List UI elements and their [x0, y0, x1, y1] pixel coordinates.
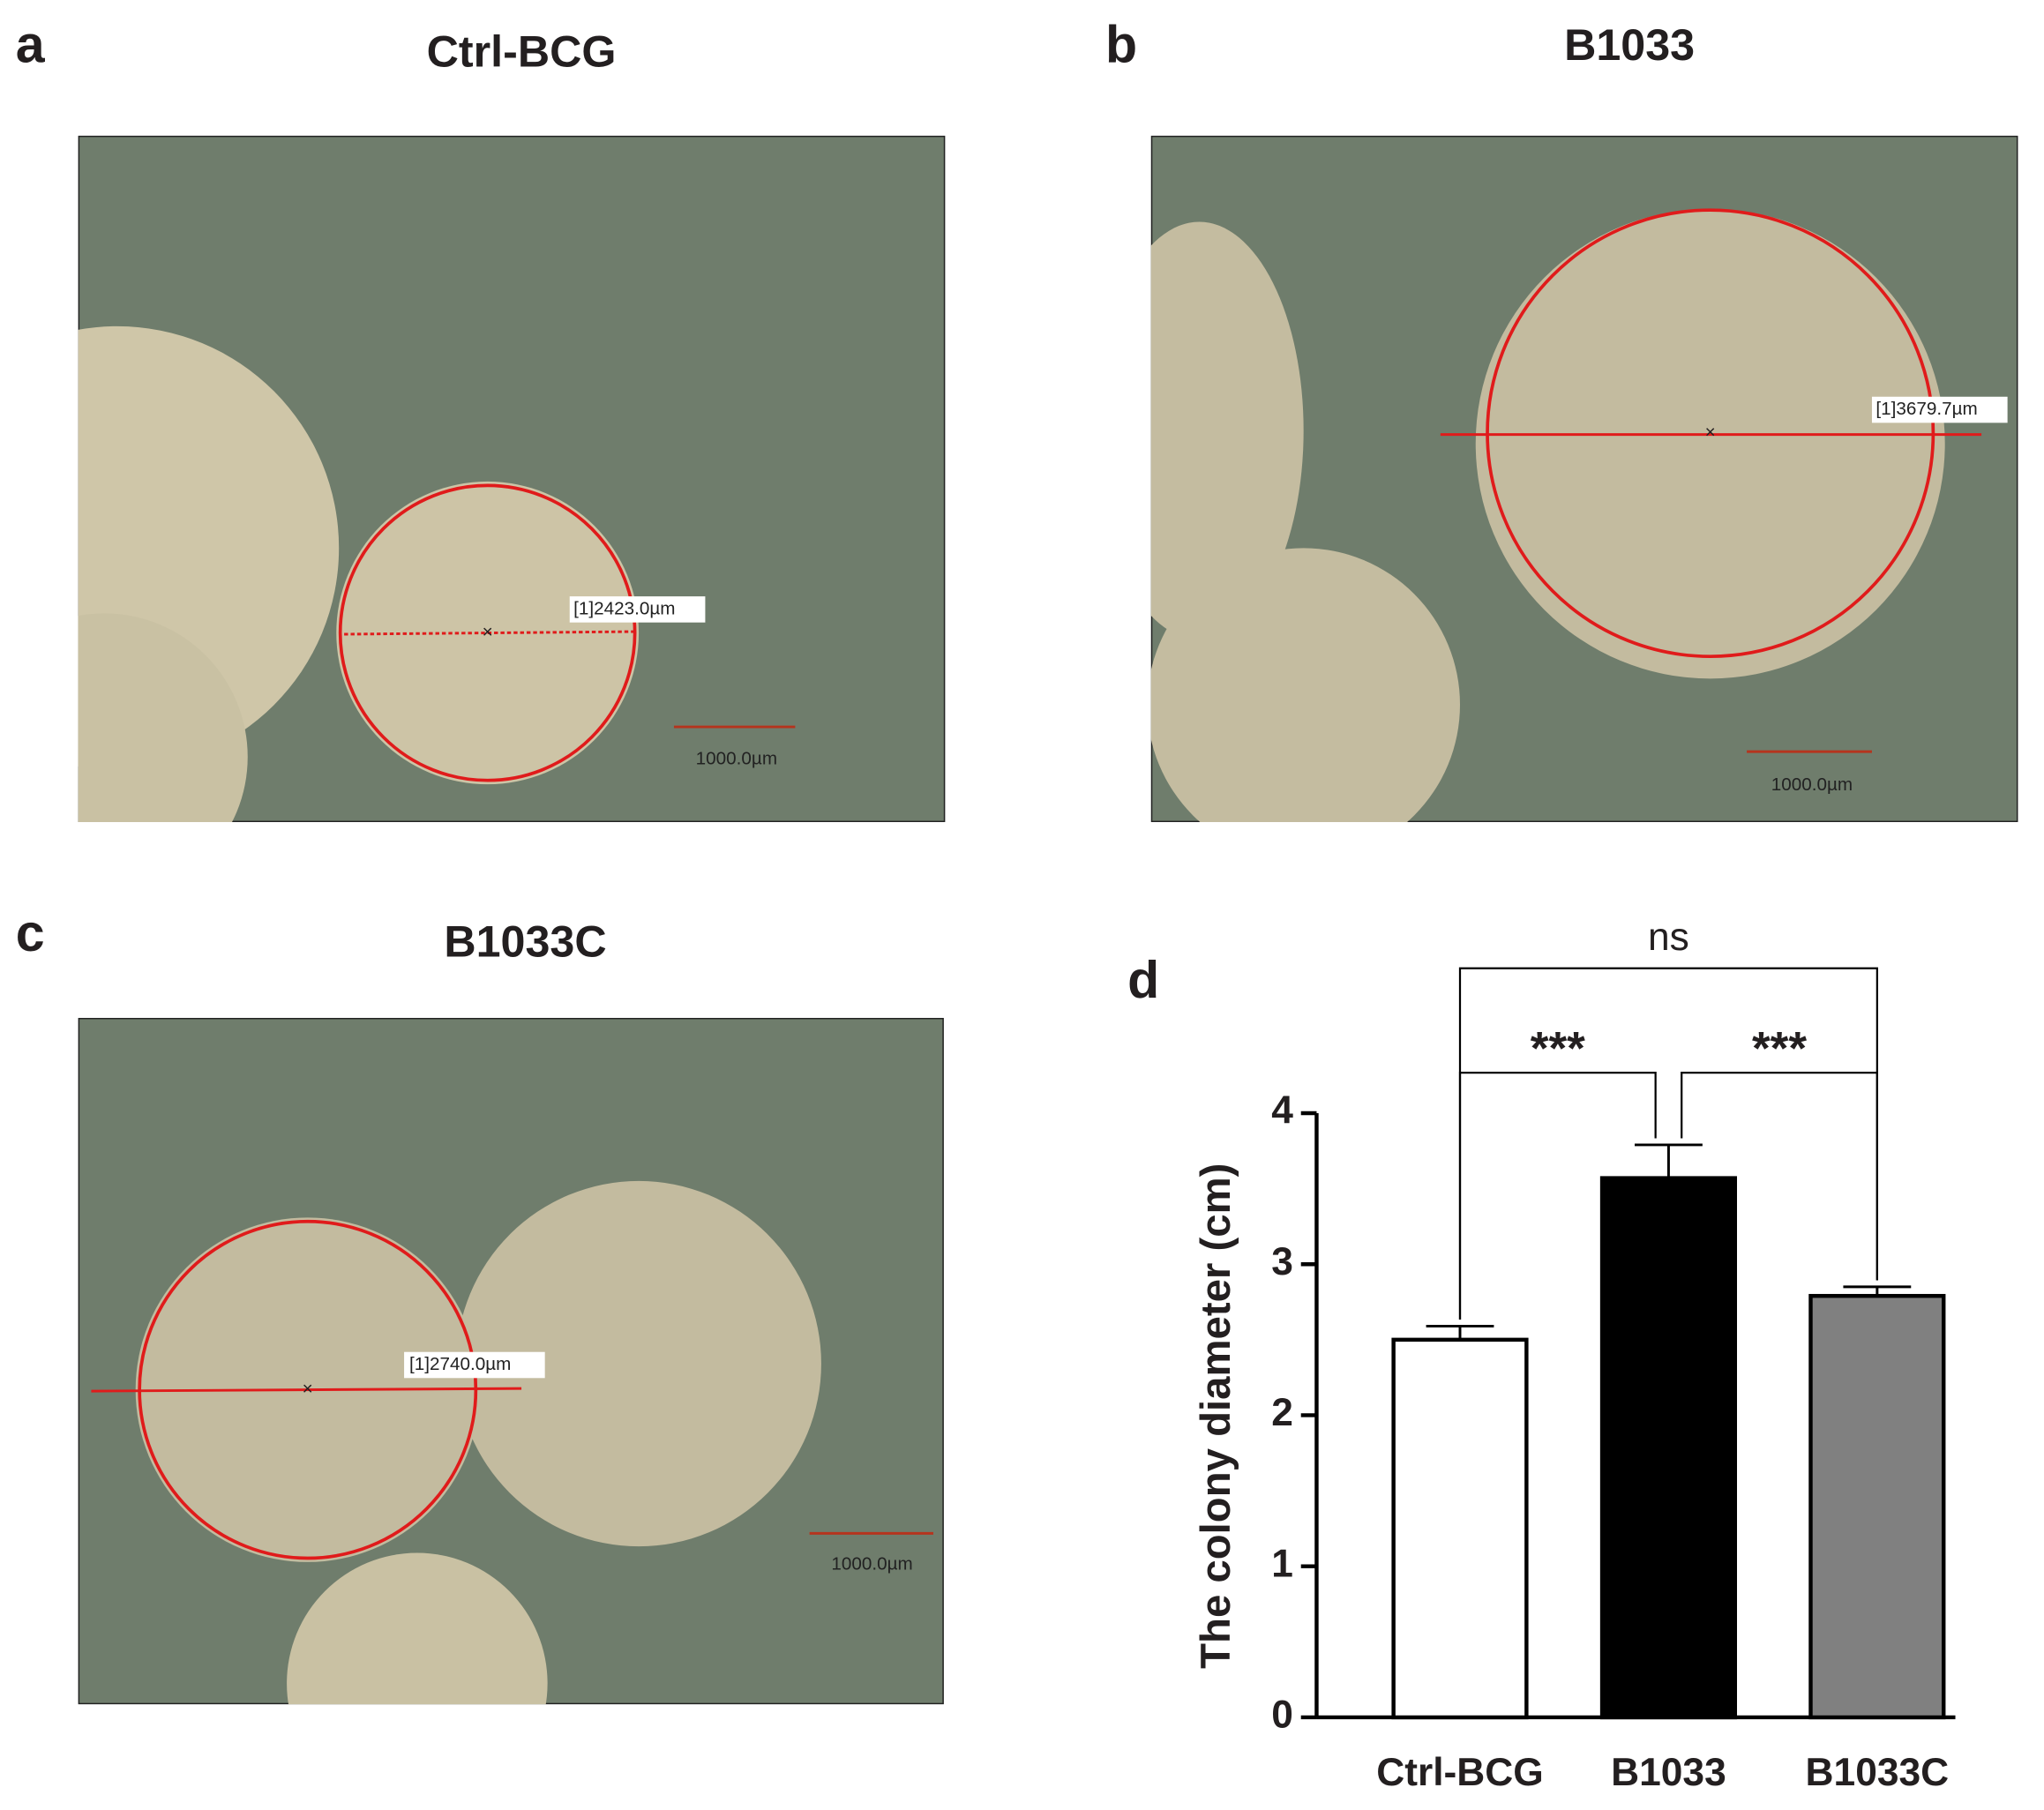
- svg-text:×: ×: [303, 1379, 313, 1399]
- y-axis-title: The colony diameter (cm): [1193, 1163, 1239, 1669]
- measurement-label: [1]2740.0µm: [409, 1354, 511, 1374]
- bar-chart: d The colony diameter (cm) 0 1 2 3 4 Ctrl-BCG…: [1127, 916, 1956, 1794]
- micrograph: × [1]2423.0µm 1000.0µm: [78, 135, 946, 823]
- scale-bar-label: 1000.0µm: [696, 749, 777, 769]
- panel-label: c: [16, 903, 45, 962]
- x-tick-label: Ctrl-BCG: [1376, 1751, 1544, 1794]
- y-tick-label: 1: [1271, 1542, 1293, 1585]
- panel-title: Ctrl-BCG: [427, 26, 617, 76]
- panel-c: c B1033C × [1]2740.0µm 1000.0µm: [16, 903, 944, 1705]
- y-tick-label: 0: [1271, 1694, 1293, 1737]
- x-tick-label: B1033C: [1806, 1751, 1950, 1794]
- micrograph: × [1]2740.0µm 1000.0µm: [78, 1017, 944, 1705]
- panel-title: B1033: [1564, 19, 1695, 70]
- panel-b: b B1033 × [1]3679.7µm 1000.0µm: [1105, 14, 2018, 823]
- svg-text:×: ×: [483, 622, 493, 642]
- measurement-label: [1]3679.7µm: [1876, 399, 1977, 419]
- panel-label: d: [1127, 950, 1159, 1009]
- significance-label: ***: [1531, 1022, 1585, 1074]
- bar: [1391, 1337, 1529, 1720]
- significance-bracket: [1458, 967, 1878, 1320]
- panel-label: a: [16, 14, 46, 73]
- y-tick-label: 4: [1271, 1089, 1293, 1133]
- panel-title: B1033C: [444, 916, 606, 966]
- panel-a: a Ctrl-BCG × [1]2423.0µm 1000.0µm: [16, 14, 946, 823]
- measurement-label: [1]2423.0µm: [573, 598, 675, 618]
- bar: [1808, 1293, 1946, 1720]
- significance-label: ns: [1648, 916, 1689, 959]
- y-tick-label: 2: [1271, 1391, 1293, 1434]
- svg-text:×: ×: [1705, 423, 1716, 443]
- significance-label: ***: [1752, 1022, 1807, 1074]
- y-tick-label: 3: [1271, 1240, 1293, 1283]
- micrograph: × [1]3679.7µm 1000.0µm: [1150, 135, 2018, 823]
- bar: [1599, 1176, 1738, 1720]
- scale-bar-label: 1000.0µm: [1771, 774, 1853, 795]
- scale-bar-label: 1000.0µm: [831, 1553, 912, 1574]
- x-tick-label: B1033: [1611, 1751, 1726, 1794]
- panel-label: b: [1105, 14, 1137, 73]
